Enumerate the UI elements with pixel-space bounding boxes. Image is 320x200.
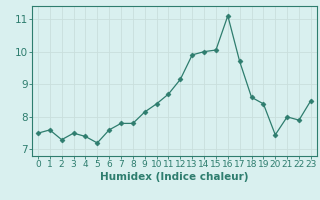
- X-axis label: Humidex (Indice chaleur): Humidex (Indice chaleur): [100, 172, 249, 182]
